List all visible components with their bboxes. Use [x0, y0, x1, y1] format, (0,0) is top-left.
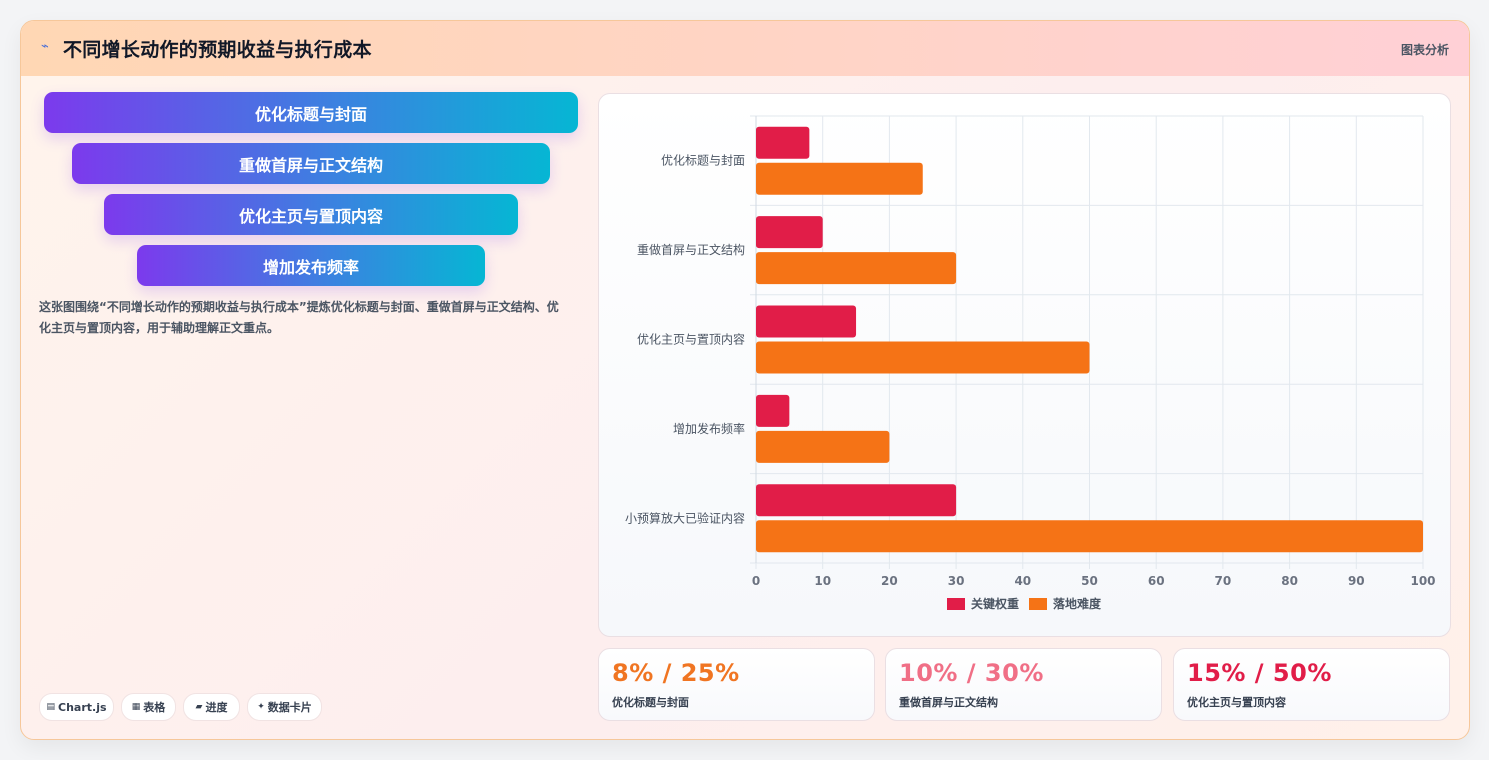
chip-progress[interactable]: ▰ 进度 — [183, 693, 240, 721]
y-tick-label: 重做首屏与正文结构 — [637, 242, 745, 257]
chart-description: 这张图围绕“不同增长动作的预期收益与执行成本”提炼优化标题与封面、重做首屏与正文… — [39, 300, 559, 335]
bar-chart: 0 10 20 30 40 50 60 70 80 90 100 优化标题与封面重做首屏与正文结构优化… — [625, 115, 1436, 611]
stat-value: 10% / 30% — [899, 659, 1044, 687]
funnel-step: 优化主页与置顶内容 — [104, 194, 518, 235]
x-tick-label: 100 — [1410, 574, 1435, 588]
x-tick-label: 20 — [881, 574, 898, 588]
bar-key-weight — [756, 305, 857, 338]
bar-difficulty — [756, 162, 923, 195]
stat-value: 8% / 25% — [612, 659, 740, 687]
y-tick-label: 优化主页与置顶内容 — [637, 332, 745, 347]
chip-label: 数据卡片 — [267, 701, 312, 714]
chart-line-icon: ⌁ — [41, 39, 49, 54]
sparkle-icon: ✦ — [257, 702, 265, 712]
x-tick-label: 70 — [1215, 574, 1232, 588]
chip-label: Chart.js — [58, 700, 107, 714]
bar-difficulty — [756, 252, 957, 285]
bar-difficulty — [756, 430, 890, 463]
y-tick-label: 小预算放大已验证内容 — [625, 510, 745, 525]
stat-label: 重做首屏与正文结构 — [899, 696, 998, 709]
x-tick-label: 60 — [1148, 574, 1165, 588]
chip-data-card[interactable]: ✦ 数据卡片 — [247, 693, 322, 721]
bar-key-weight — [756, 216, 823, 249]
stat-value: 15% / 50% — [1187, 659, 1332, 687]
funnel-step: 增加发布频率 — [137, 245, 485, 286]
x-tick-label: 90 — [1348, 574, 1365, 588]
y-tick-label: 优化标题与封面 — [661, 154, 745, 168]
progress-icon: ▰ — [195, 702, 203, 712]
funnel-step: 优化标题与封面 — [44, 92, 578, 133]
legend-label: 落地难度 — [1053, 596, 1102, 611]
chart-panel: 0 10 20 30 40 50 60 70 80 90 100 优化标题与封面重做首屏与正文结构 优化… — [598, 93, 1451, 637]
legend-swatch — [947, 598, 965, 610]
x-tick-label: 0 — [752, 574, 760, 588]
chart-card: ⌁ 不同增长动作的预期收益与执行成本 图表分析 优化标题与封面 重做首屏与正文结… — [20, 20, 1470, 740]
chart-analysis-tag: 图表分析 — [1400, 43, 1449, 57]
stat-card: 8% / 25% 优化标题与封面 — [598, 648, 875, 721]
bar-difficulty — [756, 341, 1090, 374]
stat-label: 优化主页与置顶内容 — [1187, 696, 1286, 709]
y-tick-label: 增加发布频率 — [673, 421, 745, 436]
card-title: 不同增长动作的预期收益与执行成本 — [63, 39, 372, 61]
chip-label: 进度 — [205, 701, 228, 714]
x-tick-label: 10 — [814, 574, 831, 588]
bar-key-weight — [756, 394, 790, 427]
legend-swatch — [1029, 598, 1047, 610]
chart-icon: ▤ — [46, 702, 55, 712]
bar-key-weight — [756, 484, 957, 517]
chip-label: 表格 — [143, 701, 166, 714]
table-icon: ▦ — [131, 702, 141, 712]
chip-chartjs[interactable]: ▤ Chart.js — [39, 693, 114, 721]
chip-table[interactable]: ▦ 表格 — [121, 693, 176, 721]
x-tick-label: 40 — [1014, 574, 1031, 588]
bar-key-weight — [756, 126, 810, 159]
stat-card: 15% / 50% 优化主页与置顶内容 — [1173, 648, 1450, 721]
legend-label: 关键权重 — [971, 596, 1019, 611]
card-header: ⌁ 不同增长动作的预期收益与执行成本 图表分析 — [21, 21, 1469, 76]
x-tick-label: 50 — [1081, 574, 1098, 588]
x-tick-label: 80 — [1281, 574, 1298, 588]
x-tick-label: 30 — [948, 574, 965, 588]
stat-label: 优化标题与封面 — [612, 696, 689, 709]
stat-card: 10% / 30% 重做首屏与正文结构 — [885, 648, 1162, 721]
bar-difficulty — [756, 520, 1423, 553]
funnel-step: 重做首屏与正文结构 — [72, 143, 550, 184]
